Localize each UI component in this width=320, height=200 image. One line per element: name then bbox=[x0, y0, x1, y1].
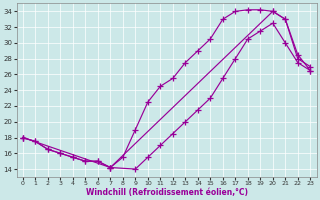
X-axis label: Windchill (Refroidissement éolien,°C): Windchill (Refroidissement éolien,°C) bbox=[85, 188, 248, 197]
